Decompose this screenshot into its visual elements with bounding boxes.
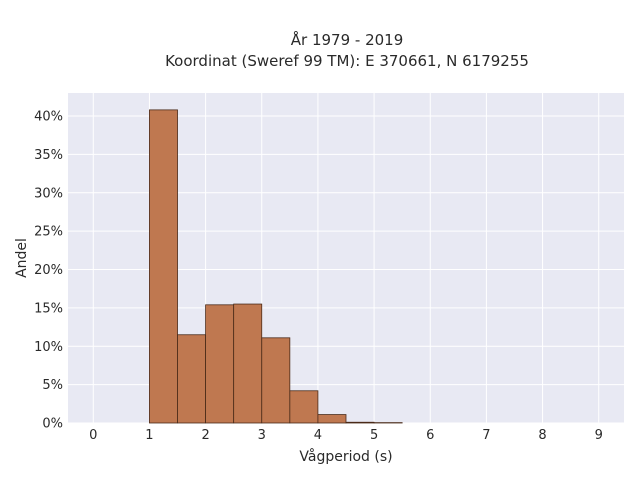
y-tick-label: 35% bbox=[34, 148, 63, 163]
y-tick-label: 5% bbox=[42, 378, 63, 393]
histogram-bar bbox=[317, 414, 347, 424]
x-tick-label: 5 bbox=[370, 428, 378, 443]
y-tick-label: 0% bbox=[42, 417, 63, 432]
y-tick-label: 30% bbox=[34, 186, 63, 201]
bars bbox=[149, 109, 403, 424]
x-tick-label: 0 bbox=[89, 428, 97, 443]
y-tick-label: 10% bbox=[34, 340, 63, 355]
x-tick-label: 1 bbox=[145, 428, 153, 443]
y-tick-label: 20% bbox=[34, 263, 63, 278]
x-tick-label: 7 bbox=[482, 428, 490, 443]
histogram-bar bbox=[289, 390, 319, 424]
x-tick-label: 2 bbox=[201, 428, 209, 443]
chart-title-line2: Koordinat (Sweref 99 TM): E 370661, N 61… bbox=[165, 52, 529, 70]
histogram-bar bbox=[345, 421, 375, 424]
y-tick-label: 25% bbox=[34, 225, 63, 240]
histogram-bar bbox=[205, 304, 235, 424]
chart-title-line1: År 1979 - 2019 bbox=[291, 30, 404, 49]
histogram-bar bbox=[149, 109, 178, 424]
y-tick-label: 40% bbox=[34, 110, 63, 125]
x-tick-label: 4 bbox=[314, 428, 322, 443]
histogram-bar bbox=[177, 334, 206, 424]
y-tick-label: 15% bbox=[34, 301, 63, 316]
x-axis-ticks: 0 1 2 3 4 5 6 7 8 9 bbox=[89, 428, 603, 443]
x-axis-label: Vågperiod (s) bbox=[299, 448, 392, 465]
x-tick-label: 9 bbox=[595, 428, 603, 443]
y-axis-ticks: 0% 5% 10% 15% 20% 25% 30% 35% 40% bbox=[34, 110, 63, 432]
x-tick-label: 6 bbox=[426, 428, 434, 443]
histogram-bar bbox=[233, 303, 263, 424]
x-tick-label: 3 bbox=[258, 428, 266, 443]
y-axis-label: Andel bbox=[14, 238, 30, 278]
x-tick-label: 8 bbox=[538, 428, 546, 443]
histogram-bar bbox=[261, 337, 291, 424]
